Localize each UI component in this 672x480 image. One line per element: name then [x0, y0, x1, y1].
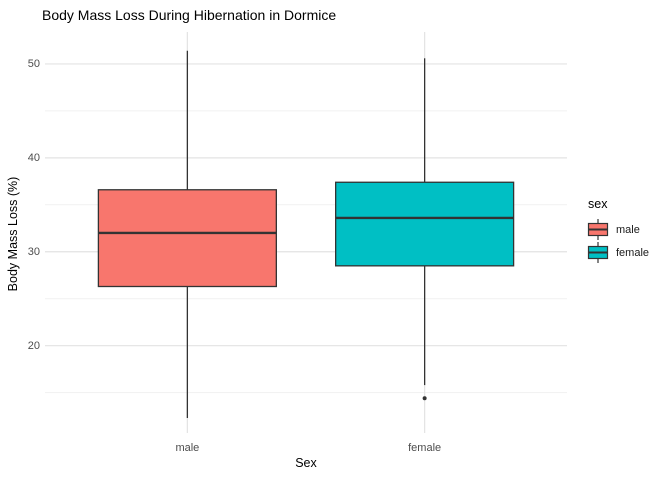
legend-title: sex: [588, 197, 608, 211]
legend-label-male: male: [616, 223, 640, 236]
y-axis-title: Body Mass Loss (%): [6, 176, 20, 292]
legend-entry-female: female: [587, 241, 649, 264]
legend-key-male: [587, 219, 609, 240]
legend-key-female: [587, 242, 609, 263]
box-female: [335, 181, 515, 267]
x-tick-label: female: [408, 442, 442, 454]
outlier-point: [422, 396, 427, 401]
chart-title: Body Mass Loss During Hibernation in Dor…: [42, 7, 337, 23]
legend: sex male female: [587, 197, 649, 264]
y-tick-label: 20: [27, 339, 40, 352]
legend-entries: male female: [587, 218, 649, 264]
y-tick-label: 30: [27, 245, 40, 258]
y-tick-label: 50: [27, 57, 40, 70]
legend-label-female: female: [616, 246, 650, 259]
x-axis-title: Sex: [295, 456, 317, 470]
legend-entry-male: male: [587, 218, 649, 241]
x-tick-label: male: [175, 442, 200, 454]
box-male: [97, 189, 277, 288]
y-tick-label: 40: [27, 151, 40, 164]
